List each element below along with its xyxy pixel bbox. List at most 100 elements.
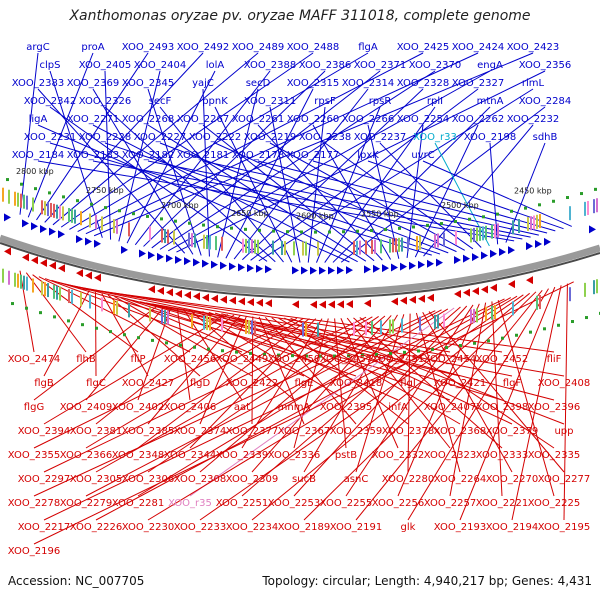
forward-leader-line	[312, 160, 556, 232]
reverse-gene-label: flgG	[24, 402, 44, 413]
reverse-gene-label: XOO_2226	[70, 522, 122, 533]
topology-text: Topology: circular; Length: 4,940,217 bp…	[262, 574, 592, 588]
cog-stripe	[434, 233, 436, 248]
gc-mark	[25, 306, 28, 310]
forward-gene-label: XOO_2261	[232, 114, 284, 125]
forward-leader-line	[49, 70, 103, 238]
gc-mark	[417, 349, 420, 353]
cog-stripe	[395, 238, 397, 253]
reverse-gene-label: XOO_2366	[60, 450, 112, 461]
forward-gene-arrow	[499, 248, 506, 257]
gc-mark	[20, 182, 23, 186]
cog-stripe	[365, 321, 367, 336]
reverse-leader-line	[33, 317, 298, 449]
cog-stripe	[17, 192, 19, 207]
cog-stripe	[593, 199, 595, 214]
cog-stripe	[587, 200, 589, 215]
reverse-gene-label: pstB	[335, 450, 357, 461]
forward-gene-arrow	[166, 254, 173, 263]
forward-leader-line	[340, 106, 546, 263]
cog-stripe	[14, 191, 16, 206]
gc-mark	[6, 178, 9, 182]
cog-stripe	[95, 214, 97, 229]
reverse-gene-label: XOO_2381	[70, 426, 122, 437]
cog-stripe	[191, 314, 193, 329]
reverse-gene-arrow	[490, 283, 497, 292]
reverse-gene-label: sucB	[292, 474, 316, 485]
forward-gene-label: XOO_2489	[232, 42, 284, 53]
forward-gene-arrow	[301, 266, 308, 275]
reverse-gene-label: infA	[388, 402, 408, 413]
reverse-gene-label: XOO_2335	[528, 450, 580, 461]
forward-gene-label: engA	[477, 60, 503, 71]
reverse-gene-label: XOO_2409	[60, 402, 112, 413]
forward-gene-label: XOO_2178	[232, 150, 284, 161]
reverse-leader-line	[214, 312, 503, 401]
reverse-leader-line	[183, 308, 243, 401]
gc-mark	[109, 330, 112, 334]
reverse-gene-arrow	[526, 276, 533, 285]
cog-stripe	[317, 241, 319, 256]
cog-stripe	[248, 320, 250, 335]
cog-stripe	[56, 285, 58, 300]
reverse-gene-label: XOO_2407	[424, 402, 476, 413]
gc-mark	[473, 341, 476, 345]
forward-gene-label: XOO_2405	[79, 60, 131, 71]
forward-gene-label: XOO_2371	[354, 60, 406, 71]
cog-stripe	[80, 292, 82, 307]
cog-stripe	[221, 236, 223, 251]
forward-gene-arrow	[148, 251, 155, 260]
reverse-gene-label: XOO_2348	[112, 450, 164, 461]
cog-stripe	[476, 308, 478, 323]
forward-gene-arrow	[193, 258, 200, 267]
forward-gene-arrow	[31, 222, 38, 231]
reverse-leader-line	[32, 274, 139, 353]
forward-gene-label: XOO_2327	[452, 78, 504, 89]
reverse-gene-arrow	[346, 300, 353, 309]
forward-gene-label: XOO_2342	[24, 96, 76, 107]
reverse-gene-label: XOO_2454	[424, 354, 476, 365]
cog-stripe	[251, 239, 253, 254]
forward-leader-line	[176, 70, 546, 253]
cog-stripe	[2, 187, 4, 202]
gc-mark	[221, 349, 224, 353]
forward-gene-arrow	[139, 249, 146, 258]
forward-gene-label: sdhB	[533, 132, 558, 143]
gc-mark	[305, 354, 308, 358]
reverse-gene-label: XOO_2396	[528, 402, 580, 413]
gc-mark	[165, 341, 168, 345]
reverse-gene-label: XOO_2394	[18, 426, 70, 437]
forward-leader-line	[257, 160, 548, 234]
reverse-gene-arrow	[364, 299, 371, 308]
cog-stripe	[437, 314, 439, 329]
cog-stripe	[359, 240, 361, 255]
forward-gene-arrow	[535, 240, 542, 249]
forward-gene-label: XOO_2262	[452, 114, 504, 125]
reverse-gene-label: XOO_2194	[486, 522, 538, 533]
forward-leader-line	[93, 52, 534, 237]
forward-leader-line	[92, 124, 358, 263]
cog-stripe	[245, 319, 247, 334]
reverse-gene-label: XOO_2457	[320, 354, 372, 365]
forward-gene-label: XOO_2237	[354, 132, 406, 143]
reverse-gene-label: XOO_2422	[226, 378, 278, 389]
reverse-gene-label: XOO_2264	[434, 474, 486, 485]
cog-stripe	[89, 294, 91, 309]
gc-mark	[118, 209, 121, 213]
kbp-tick-label: 2600 kbp	[296, 212, 334, 221]
reverse-gene-label: XOO_2217	[18, 522, 70, 533]
forward-gene-arrow	[184, 257, 191, 266]
reverse-gene-label: fliP	[130, 354, 145, 365]
reverse-leader-line	[137, 318, 310, 449]
reverse-gene-label: flgE	[295, 378, 314, 389]
forward-gene-label: clpS	[40, 60, 61, 71]
cog-stripe	[497, 223, 499, 238]
reverse-leader-line	[345, 304, 474, 497]
reverse-gene-label: XOO_r35	[168, 498, 212, 509]
gc-mark	[384, 228, 387, 232]
forward-gene-arrow	[589, 225, 596, 234]
forward-gene-arrow	[229, 262, 236, 271]
gc-mark	[515, 333, 518, 337]
cog-stripe	[68, 289, 70, 304]
gc-mark	[552, 199, 555, 203]
